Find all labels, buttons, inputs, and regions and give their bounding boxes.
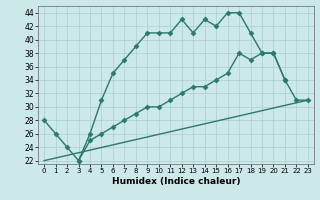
- X-axis label: Humidex (Indice chaleur): Humidex (Indice chaleur): [112, 177, 240, 186]
